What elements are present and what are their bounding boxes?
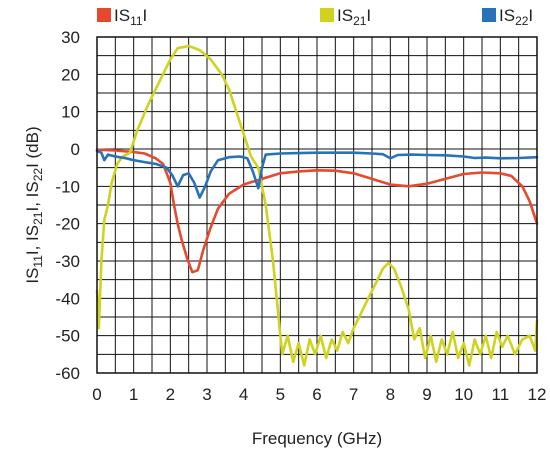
x-axis-ticks: 0 1 2 3 4 5 6 7 8 9 10 11 12 (92, 385, 546, 404)
y-axis-title: IS11I, IS21I, IS22I (dB) (23, 126, 45, 283)
x-tick-label: 12 (528, 385, 547, 404)
y-tick-label: -30 (55, 252, 80, 271)
y-tick-label: -40 (55, 289, 80, 308)
x-tick-label: 2 (166, 385, 175, 404)
legend-swatch (482, 8, 496, 22)
legend-swatch (320, 8, 334, 22)
y-tick-label: 10 (61, 103, 80, 122)
y-tick-label: 0 (71, 140, 80, 159)
y-tick-label: -20 (55, 215, 80, 234)
legend-label: IS11I (114, 6, 147, 28)
x-tick-label: 0 (92, 385, 101, 404)
y-tick-label: 20 (61, 65, 80, 84)
series-line-s11 (95, 148, 539, 274)
x-tick-label: 6 (312, 385, 321, 404)
legend: IS11I IS21I IS22I (97, 6, 533, 28)
grid (96, 36, 538, 374)
x-tick-label: 5 (276, 385, 285, 404)
x-tick-label: 4 (239, 385, 248, 404)
y-axis-ticks: 30 20 10 0 -10 -20 -30 -40 -50 -60 (55, 28, 80, 383)
x-tick-label: 1 (129, 385, 138, 404)
legend-label: IS22I (499, 6, 533, 28)
y-tick-label: 30 (61, 28, 80, 47)
x-axis-title: Frequency (GHz) (252, 429, 382, 448)
x-tick-label: 10 (454, 385, 473, 404)
legend-label: IS21I (337, 6, 371, 28)
x-tick-label: 3 (202, 385, 211, 404)
x-tick-label: 7 (349, 385, 358, 404)
legend-item-s11: IS11I (97, 6, 147, 28)
y-tick-label: -60 (55, 364, 80, 383)
x-tick-label: 11 (492, 385, 510, 404)
x-tick-label: 8 (386, 385, 395, 404)
series-layer (95, 44, 539, 367)
legend-item-s22: IS22I (482, 6, 533, 28)
y-tick-label: -10 (55, 177, 80, 196)
x-tick-label: 9 (422, 385, 431, 404)
series-line-s21 (95, 44, 539, 367)
series-line-s22 (95, 149, 539, 199)
legend-swatch (97, 8, 111, 22)
y-tick-label: -50 (55, 327, 80, 346)
plot-frame (96, 36, 538, 374)
legend-item-s21: IS21I (320, 6, 371, 28)
